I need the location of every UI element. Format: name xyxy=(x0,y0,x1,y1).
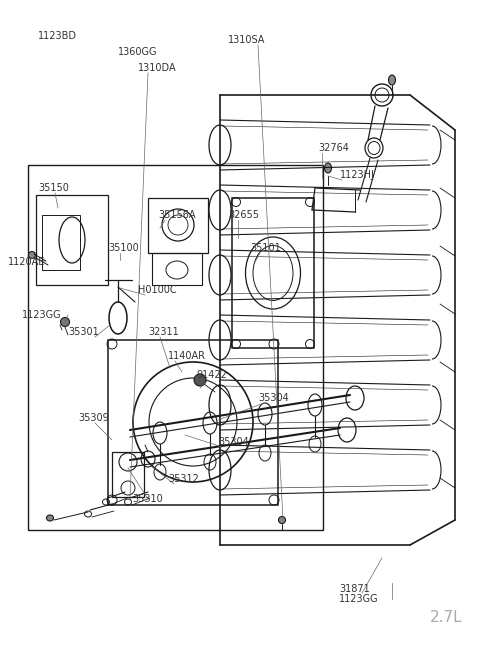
Ellipse shape xyxy=(60,318,70,326)
Bar xyxy=(148,198,208,253)
Text: 35301: 35301 xyxy=(68,327,99,337)
Text: 32655: 32655 xyxy=(228,210,259,220)
Text: 1123GG: 1123GG xyxy=(22,310,61,320)
Text: 35304: 35304 xyxy=(218,437,249,447)
Text: 1360GG: 1360GG xyxy=(118,47,157,57)
Bar xyxy=(36,195,108,285)
Text: 1123BD: 1123BD xyxy=(38,31,77,41)
Text: 1140AR: 1140AR xyxy=(168,351,206,361)
Bar xyxy=(232,198,314,348)
Text: 32764: 32764 xyxy=(318,143,349,153)
Ellipse shape xyxy=(47,515,53,521)
Text: 1123HJ: 1123HJ xyxy=(340,170,375,180)
Text: 31871: 31871 xyxy=(339,584,370,594)
Ellipse shape xyxy=(278,517,286,523)
Bar xyxy=(152,253,202,285)
Text: 35304: 35304 xyxy=(258,393,289,403)
Text: 2.7L: 2.7L xyxy=(430,610,463,626)
Text: 32311: 32311 xyxy=(148,327,179,337)
Text: 35312: 35312 xyxy=(168,474,199,484)
Text: 35100: 35100 xyxy=(108,243,139,253)
Bar xyxy=(42,215,80,270)
Text: H0100C: H0100C xyxy=(138,285,177,295)
Bar xyxy=(28,165,323,530)
Text: 1120AE: 1120AE xyxy=(8,257,46,267)
Text: 35156A: 35156A xyxy=(158,210,195,220)
Text: 35150: 35150 xyxy=(38,183,69,193)
Text: 1123GG: 1123GG xyxy=(339,594,379,604)
Ellipse shape xyxy=(28,252,36,259)
Ellipse shape xyxy=(194,374,206,386)
Ellipse shape xyxy=(324,163,332,173)
Bar xyxy=(112,452,144,497)
Text: 35309: 35309 xyxy=(78,413,109,423)
Text: 1310DA: 1310DA xyxy=(138,63,177,73)
Text: 1310SA: 1310SA xyxy=(228,35,265,45)
Ellipse shape xyxy=(388,75,396,85)
Text: 91422: 91422 xyxy=(196,370,227,380)
Text: 35310: 35310 xyxy=(132,494,163,504)
Text: 35101: 35101 xyxy=(250,243,281,253)
Bar xyxy=(108,340,278,505)
